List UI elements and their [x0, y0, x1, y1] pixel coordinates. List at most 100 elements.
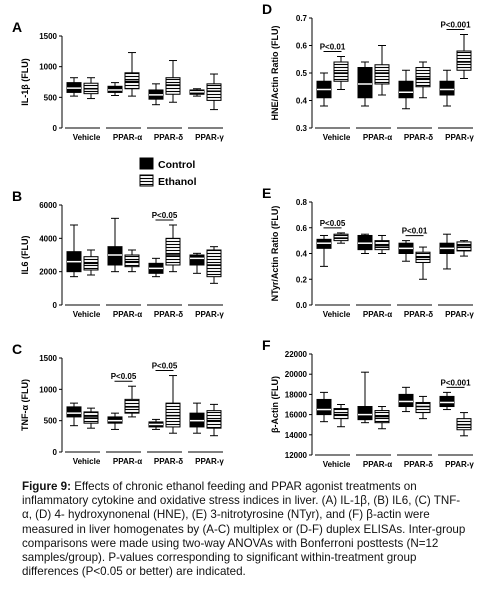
panel-label: A: [12, 19, 22, 35]
box: [456, 50, 472, 71]
annotation: P<0.05: [111, 372, 137, 381]
x-tick-label: PPAR-δ: [404, 310, 433, 319]
legend-label: Control: [158, 159, 195, 171]
annotation: P<0.05: [320, 219, 346, 228]
panel-label: B: [12, 188, 22, 204]
y-axis-label: HNE/Actin Ratio (FLU): [270, 26, 280, 121]
x-tick-label: PPAR-δ: [154, 310, 183, 319]
panel-label: F: [262, 337, 271, 353]
y-tick-label: 500: [44, 417, 58, 426]
y-tick-label: 1000: [39, 63, 57, 72]
x-tick-label: PPAR-γ: [445, 310, 474, 319]
panel-label: C: [12, 341, 22, 357]
y-axis-label: β-Actin (FLU): [270, 376, 280, 433]
box: [439, 80, 455, 96]
x-tick-label: PPAR-α: [113, 133, 142, 142]
x-tick-label: PPAR-γ: [445, 460, 474, 469]
y-tick-label: 500: [44, 93, 58, 102]
box: [415, 401, 431, 414]
y-tick-label: 0.5: [296, 69, 308, 78]
box: [165, 237, 181, 266]
annotation: P<0.001: [440, 378, 471, 387]
y-axis-label: NTyr/Actin Ratio (FLU): [270, 206, 280, 302]
y-tick-label: 14000: [285, 431, 308, 440]
y-tick-label: 0.4: [296, 97, 308, 106]
caption-text: Effects of chronic ethanol feeding and P…: [22, 480, 466, 579]
x-tick-label: PPAR-α: [113, 457, 142, 466]
box: [206, 83, 222, 101]
y-tick-label: 0.2: [296, 275, 308, 284]
box: [107, 246, 123, 266]
box: [124, 254, 140, 268]
y-axis-label: IL-1β (FLU): [20, 58, 30, 105]
x-tick-label: PPAR-γ: [195, 457, 224, 466]
annotation: P<0.001: [440, 21, 471, 30]
x-tick-label: PPAR-α: [363, 310, 392, 319]
y-tick-label: 0: [53, 124, 58, 133]
x-tick-label: Vehicle: [323, 460, 351, 469]
y-axis-label: TNF-α (FLU): [20, 379, 30, 431]
x-tick-label: Vehicle: [73, 457, 101, 466]
y-tick-label: 18000: [285, 390, 308, 399]
box: [374, 64, 390, 85]
box: [165, 77, 181, 95]
box: [206, 249, 222, 278]
caption: Figure 9: Effects of chronic ethanol fee…: [22, 480, 468, 579]
box: [333, 61, 349, 82]
y-tick-label: 20000: [285, 370, 308, 379]
y-tick-label: 0.6: [296, 42, 308, 51]
legend-swatch: [139, 174, 154, 187]
box: [206, 410, 222, 429]
x-tick-label: PPAR-δ: [154, 133, 183, 142]
box: [415, 67, 431, 88]
box: [316, 398, 332, 416]
y-axis-label: IL6 (FLU): [20, 236, 30, 275]
x-tick-label: PPAR-δ: [404, 460, 433, 469]
box: [398, 393, 414, 408]
x-tick-label: PPAR-γ: [195, 133, 224, 142]
y-tick-label: 12000: [285, 451, 308, 460]
y-tick-label: 0.3: [296, 124, 308, 133]
y-tick-label: 0: [53, 301, 58, 310]
figure: A IL-1β (FLU) 0 500 1000 1500 Vehicle PPAR-α PPA…: [12, 1, 474, 469]
x-tick-label: PPAR-α: [363, 460, 392, 469]
x-tick-label: Vehicle: [323, 310, 351, 319]
y-tick-label: 0.4: [296, 250, 308, 259]
x-tick-label: Vehicle: [73, 133, 101, 142]
y-tick-label: 2000: [39, 268, 57, 277]
x-tick-label: Vehicle: [73, 310, 101, 319]
x-tick-label: Vehicle: [323, 133, 351, 142]
box: [333, 408, 349, 420]
box: [189, 254, 205, 266]
legend-label: Ethanol: [158, 176, 197, 188]
annotation: P<0.01: [402, 227, 428, 236]
y-tick-label: 1500: [39, 354, 57, 363]
box: [439, 395, 455, 408]
caption-label: Figure 9:: [22, 480, 71, 493]
x-tick-label: PPAR-α: [363, 133, 392, 142]
x-tick-label: PPAR-γ: [445, 133, 474, 142]
x-tick-label: PPAR-α: [113, 310, 142, 319]
box: [357, 67, 373, 99]
y-tick-label: 0.7: [296, 14, 308, 23]
x-tick-label: PPAR-γ: [195, 310, 224, 319]
annotation: P<0.05: [152, 211, 178, 220]
y-tick-label: 0: [53, 448, 58, 457]
box: [398, 80, 414, 99]
x-tick-label: PPAR-δ: [154, 457, 183, 466]
y-tick-label: 0.8: [296, 198, 308, 207]
annotation: P<0.01: [320, 43, 346, 52]
x-tick-label: PPAR-δ: [404, 133, 433, 142]
legend-swatch: [139, 157, 154, 170]
y-tick-label: 1500: [39, 32, 57, 41]
panel-label: D: [262, 1, 272, 17]
box: [66, 406, 82, 418]
y-tick-label: 22000: [285, 350, 308, 359]
panel-label: E: [262, 185, 271, 201]
y-tick-label: 6000: [39, 201, 57, 210]
y-tick-label: 4000: [39, 234, 57, 243]
annotation: P<0.05: [152, 362, 178, 371]
y-tick-label: 16000: [285, 411, 308, 420]
y-tick-label: 0.6: [296, 224, 308, 233]
